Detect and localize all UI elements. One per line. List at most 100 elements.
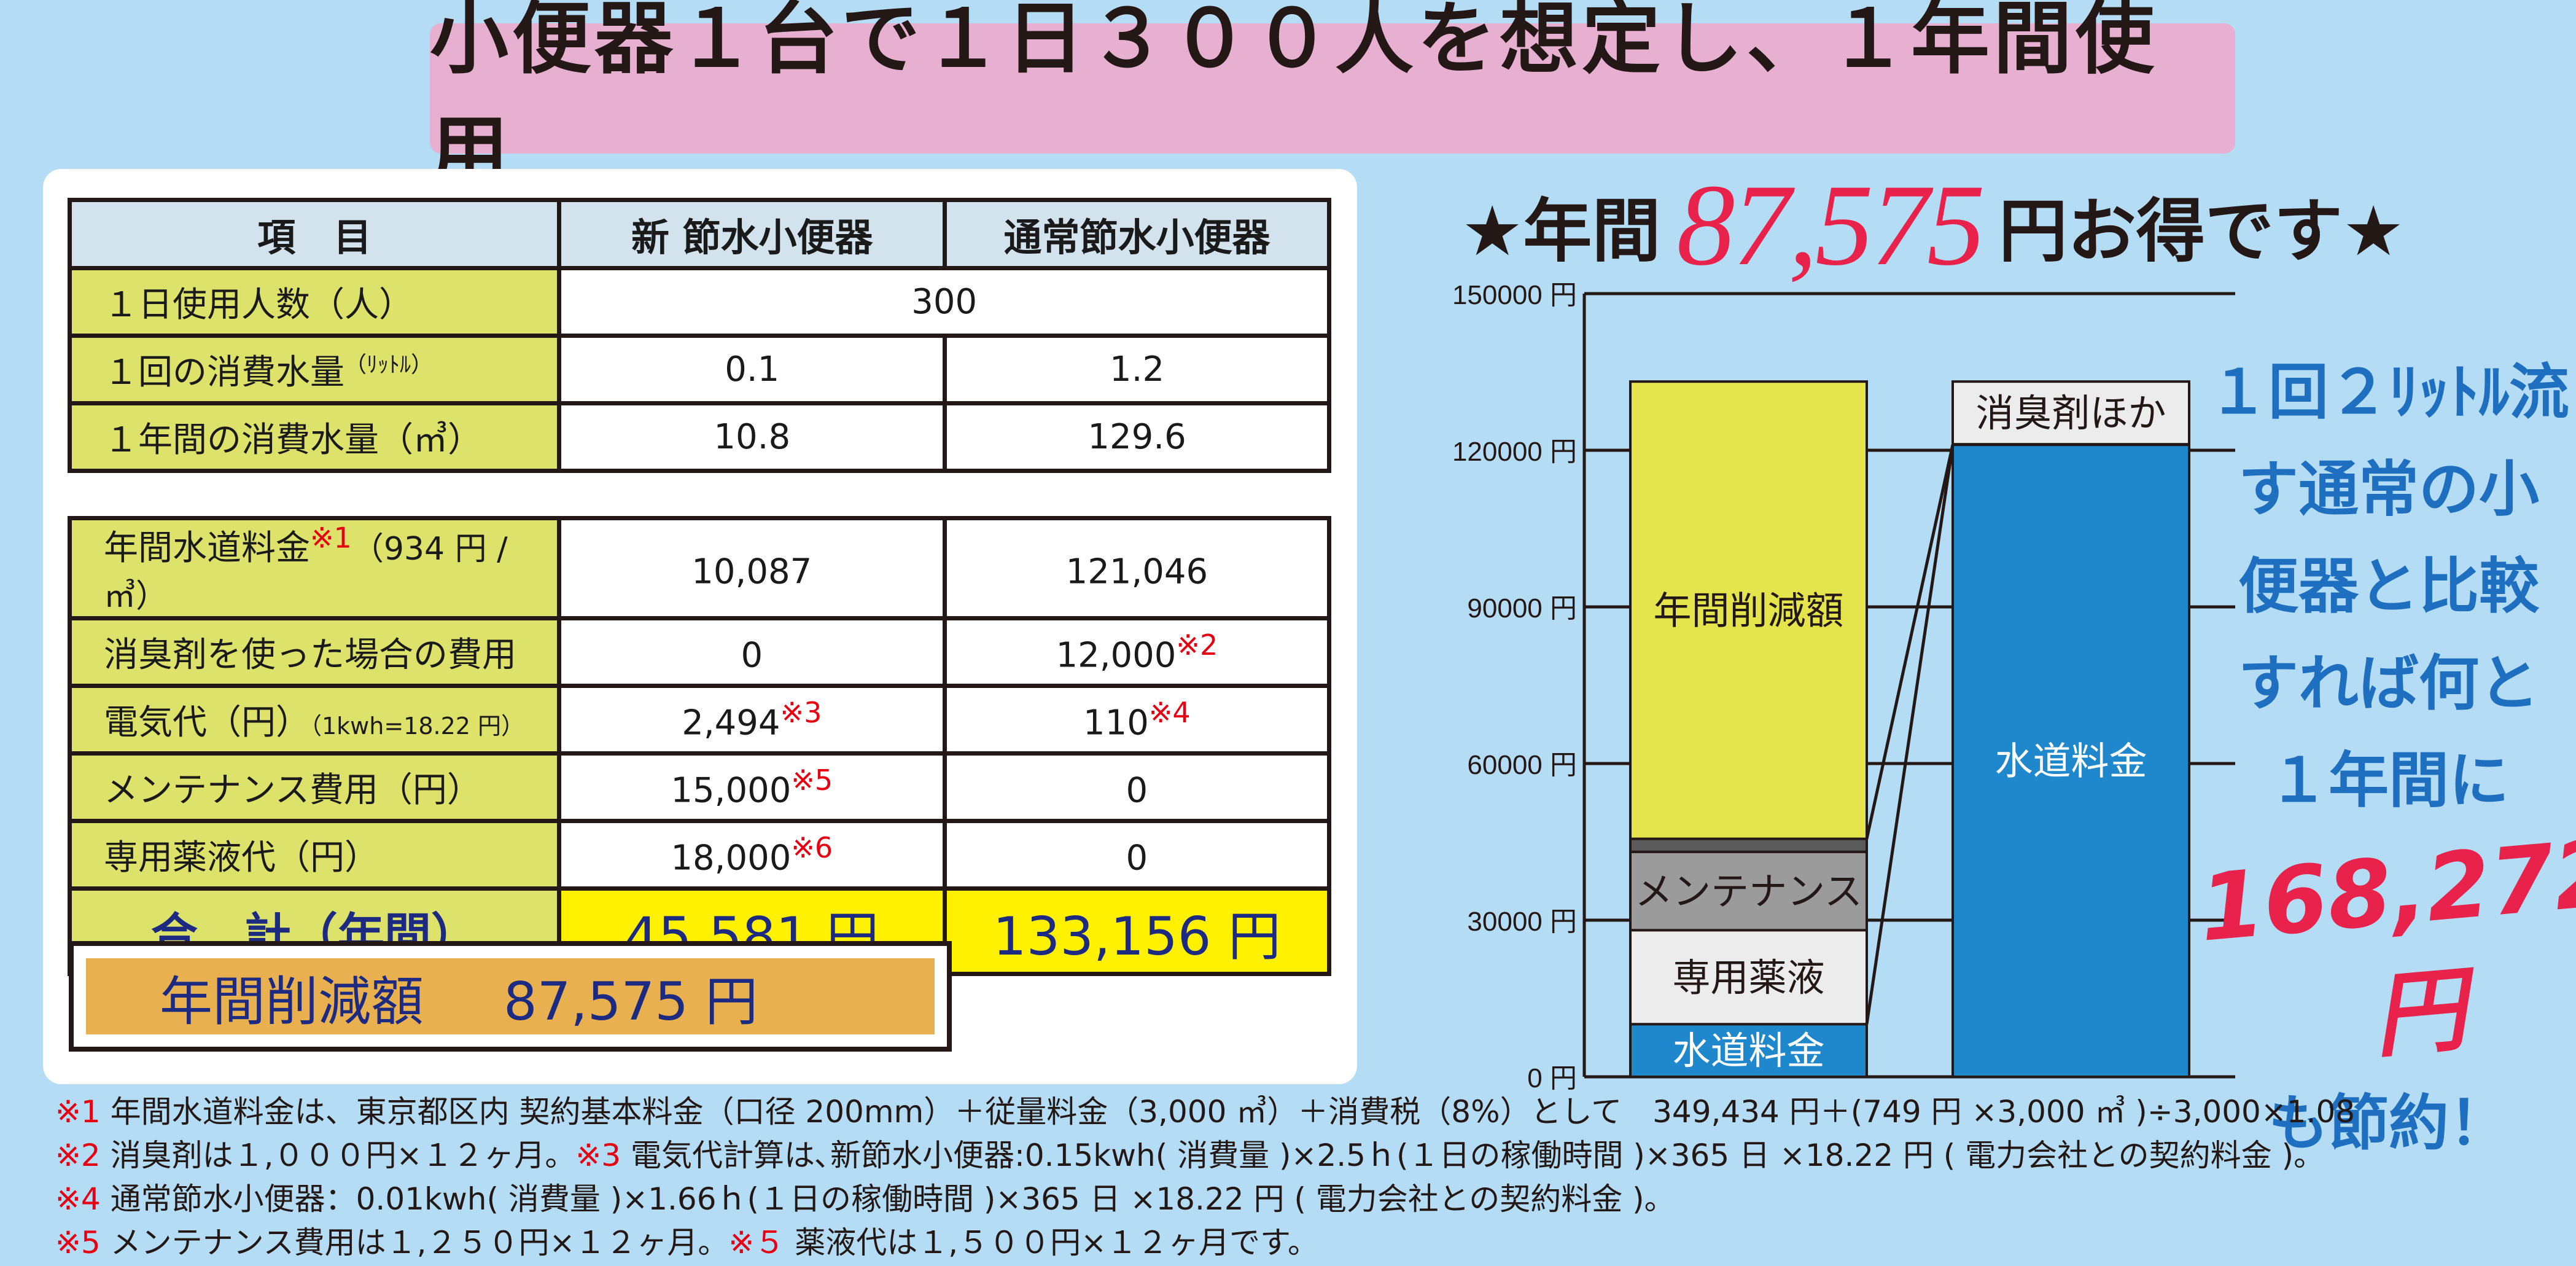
row-value-new-cell: 0 bbox=[556, 616, 947, 688]
footnotes: ※1 年間水道料金は、東京都区内 契約基本料金（口径 200mm）＋従量料金（3… bbox=[55, 1090, 2573, 1265]
side-end: も節約！ bbox=[2268, 1088, 2509, 1159]
row-label-cell: 電気代（円）（1kwh=18.22 円） bbox=[68, 684, 561, 756]
row-label: 消臭剤を使った場合の費用 bbox=[68, 616, 561, 688]
row-value-normal: 1.2 bbox=[943, 334, 1331, 405]
row-value-normal: 129.6 bbox=[943, 401, 1331, 473]
row-value-normal: 110 bbox=[1083, 703, 1149, 743]
headline-prefix: ★年間 bbox=[1461, 192, 1661, 272]
table-row: 年間水道料金※1（934 円 / ㎥） 10,087 121,046 bbox=[68, 516, 1332, 620]
side-amount: 168,272 円 bbox=[2195, 819, 2576, 1071]
footnote: ※5 メンテナンス費用は１,２５０円×１２ヶ月。※５ 薬液代は１,５００円×１２… bbox=[55, 1221, 2573, 1265]
header-item: 項 目 bbox=[67, 198, 562, 270]
side-message: １回２ﾘｯﾄﾙ流 す通常の小 便器と比較 すれば何と １年間に 168,272 … bbox=[2195, 344, 2576, 1172]
row-label-cell: １回の消費水量（ﾘｯﾄﾙ） bbox=[67, 334, 562, 405]
row-label: 電気代（円） bbox=[104, 703, 310, 743]
footnote-mark: ※5 bbox=[55, 1225, 101, 1260]
footnote-text: 電気代計算は､新節水小便器:0.15kwh( 消費量 )×2.5ｈ(１日の稼働時… bbox=[621, 1138, 2325, 1173]
side-line: １回２ﾘｯﾄﾙ流 bbox=[2208, 358, 2569, 428]
row-label: １年間の消費水量（㎥） bbox=[67, 401, 562, 473]
footnote: ※2 消臭剤は１,０００円×１２ヶ月。※3 電気代計算は､新節水小便器:0.15… bbox=[55, 1134, 2573, 1178]
footnote: ※1 年間水道料金は、東京都区内 契約基本料金（口径 200mm）＋従量料金（3… bbox=[55, 1090, 2573, 1134]
row-value-normal-cell: 12,000※2 bbox=[942, 616, 1332, 688]
segment-label: メンテナンス bbox=[1635, 871, 1862, 913]
footnote-mark: ※3 bbox=[575, 1138, 621, 1173]
row-value-new: 10,087 bbox=[691, 552, 812, 592]
row-label-suffix: （1kwh=18.22 円） bbox=[310, 713, 525, 740]
row-value-normal-cell: 121,046 bbox=[942, 516, 1332, 620]
row-value-new: 18,000 bbox=[671, 838, 792, 878]
bar-segment bbox=[1629, 380, 1868, 840]
row-label-unit: （ﾘｯﾄﾙ） bbox=[344, 352, 434, 378]
row-value-new: 2,494 bbox=[682, 703, 780, 743]
footnote-text: 薬液代は１,５００円×１２ヶ月です。 bbox=[785, 1225, 1318, 1260]
row-label: １回の消費水量 bbox=[104, 353, 344, 393]
cost-chart: 0 円 30000 円 60000 円 90000 円 120000 円 150000 円… bbox=[1452, 280, 2235, 1093]
footnote-text: メンテナンス費用は１,２５０円×１２ヶ月。 bbox=[100, 1225, 729, 1260]
connector-line bbox=[1865, 444, 1955, 840]
side-line: １年間に bbox=[2268, 746, 2509, 816]
row-value-new-cell: 18,000※6 bbox=[556, 819, 947, 891]
table-row: １日使用人数（人） 300 bbox=[67, 266, 1331, 338]
segment-label: 消臭剤ほか bbox=[1975, 393, 2166, 435]
annual-saving-box: 年間削減額 87,575 円 bbox=[69, 941, 952, 1052]
row-value-normal-cell: 110※4 bbox=[942, 684, 1332, 756]
row-value-normal: 121,046 bbox=[1065, 552, 1208, 592]
page-title: 小便器１台で１日３００人を想定し、１年間使用 bbox=[430, 0, 2158, 198]
segment-label: 専用薬液 bbox=[1672, 957, 1824, 999]
footnote: ※4 通常節水小便器：0.01kwh( 消費量 )×1.66ｈ(１日の稼働時間 … bbox=[55, 1178, 2573, 1221]
bar-segment bbox=[1951, 380, 2190, 446]
table-row: 専用薬液代（円） 18,000※6 0 bbox=[68, 819, 1332, 891]
row-value-normal: 0 bbox=[1126, 770, 1148, 811]
headline-suffix: 円お得です★ bbox=[1998, 192, 2405, 272]
table-header-row: 項 目 新 節水小便器 通常節水小便器 bbox=[67, 198, 1331, 270]
row-label-cell: 年間水道料金※1（934 円 / ㎥） bbox=[68, 516, 561, 620]
segment-label: 水道料金 bbox=[1672, 1030, 1824, 1073]
header-new: 新 節水小便器 bbox=[557, 198, 948, 270]
row-value-new: 0.1 bbox=[557, 334, 948, 405]
table-row: １回の消費水量（ﾘｯﾄﾙ） 0.1 1.2 bbox=[67, 334, 1331, 405]
row-value-normal: 0 bbox=[1126, 838, 1148, 878]
y-tick-label: 0 円 bbox=[1527, 1063, 1577, 1093]
footnote-mark: ※4 bbox=[55, 1181, 101, 1217]
cost-table: 年間水道料金※1（934 円 / ㎥） 10,087 121,046 消臭剤を使… bbox=[68, 516, 1332, 976]
bar-segment bbox=[1951, 443, 2190, 1078]
row-label: １日使用人数（人） bbox=[67, 266, 562, 338]
segment-label: 水道料金 bbox=[1994, 741, 2147, 783]
row-value-normal-cell: 0 bbox=[942, 751, 1332, 823]
row-label-suffix: （934 円 / ㎥） bbox=[104, 531, 508, 615]
usage-table: 項 目 新 節水小便器 通常節水小便器 １日使用人数（人） 300 １回の消費水… bbox=[67, 198, 1331, 473]
headline: ★年間 87,575 円お得です★ bbox=[1461, 161, 2405, 290]
footnote-mark: ※５ bbox=[728, 1225, 785, 1260]
annual-saving-label: 年間削減額 bbox=[160, 971, 424, 1033]
row-value-normal-note: ※2 bbox=[1176, 628, 1218, 662]
bar-segment bbox=[1629, 850, 1868, 932]
table-row: 消臭剤を使った場合の費用 0 12,000※2 bbox=[68, 616, 1332, 688]
row-value-new-cell: 15,000※5 bbox=[556, 751, 947, 823]
headline-amount: 87,575 bbox=[1676, 161, 1985, 290]
footnote-text: 年間水道料金は、東京都区内 契約基本料金（口径 200mm）＋従量料金（3,00… bbox=[100, 1094, 2356, 1130]
title-banner: 小便器１台で１日３００人を想定し、１年間使用 bbox=[430, 0, 2235, 198]
row-value-new: 15,000 bbox=[671, 770, 792, 811]
footnote-text: 通常節水小便器：0.01kwh( 消費量 )×1.66ｈ(１日の稼働時間 )×3… bbox=[100, 1181, 1675, 1217]
row-label: メンテナンス費用（円） bbox=[68, 751, 561, 823]
bar-segment bbox=[1629, 837, 1868, 853]
segment-label: 年間削減額 bbox=[1653, 590, 1843, 632]
annual-saving-value: 87,575 円 bbox=[504, 971, 758, 1033]
row-value-new-note: ※5 bbox=[791, 764, 833, 797]
row-value-normal-note: ※4 bbox=[1148, 696, 1191, 730]
row-value-normal-cell: 0 bbox=[942, 819, 1332, 891]
row-value-new-note: ※3 bbox=[780, 696, 822, 730]
annual-saving-inner: 年間削減額 87,575 円 bbox=[86, 958, 935, 1034]
table-row: １年間の消費水量（㎥） 10.8 129.6 bbox=[67, 401, 1331, 473]
y-tick-label: 120000 円 bbox=[1452, 437, 1577, 467]
bar-segment bbox=[1629, 929, 1868, 1026]
footnote-text: 消臭剤は１,０００円×１２ヶ月。 bbox=[100, 1138, 576, 1173]
total-normal: 133,156 円 bbox=[942, 886, 1332, 976]
side-line: すれば何と bbox=[2238, 649, 2539, 719]
row-value-new-cell: 2,494※3 bbox=[556, 684, 947, 756]
row-value-new: 10.8 bbox=[557, 401, 948, 473]
y-tick-label: 150000 円 bbox=[1452, 280, 1577, 310]
table-row: メンテナンス費用（円） 15,000※5 0 bbox=[68, 751, 1332, 823]
row-value-new-note: ※6 bbox=[791, 831, 833, 865]
row-value-merged: 300 bbox=[557, 266, 1331, 338]
